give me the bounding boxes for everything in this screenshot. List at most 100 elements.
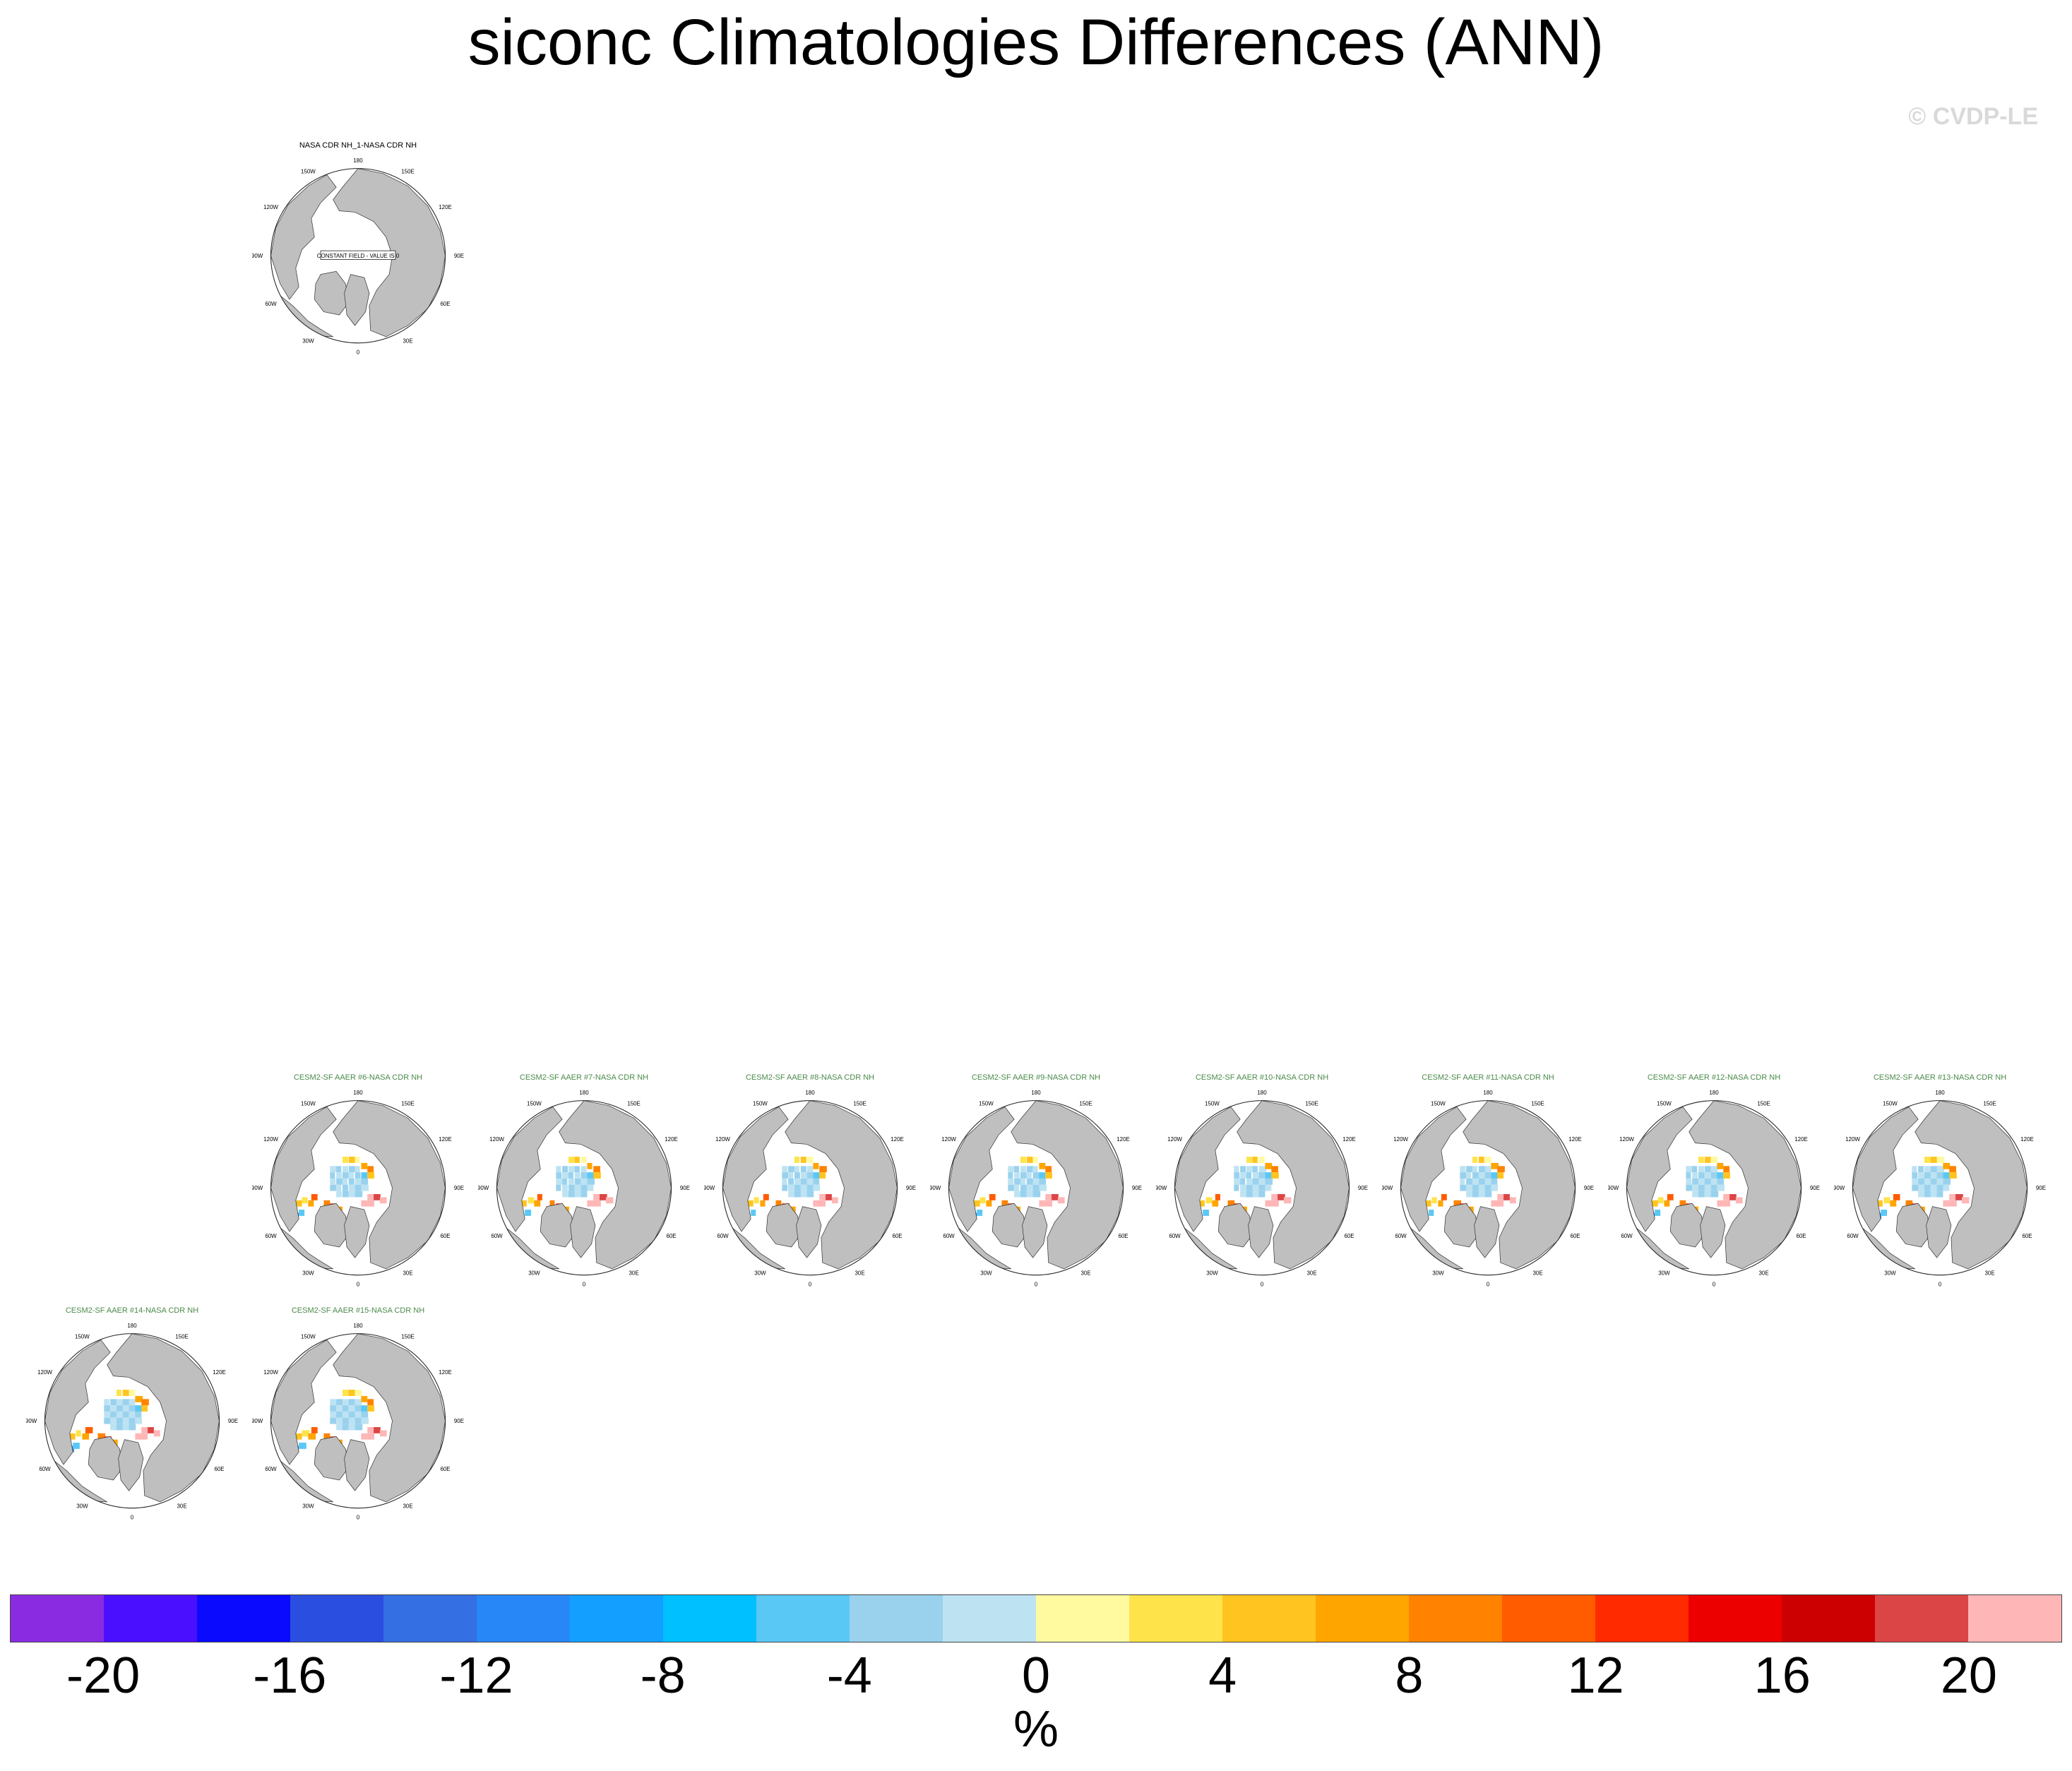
map-border bbox=[1626, 1100, 1802, 1276]
anomaly-cell bbox=[1234, 1166, 1239, 1173]
longitude-label: 30W bbox=[302, 1503, 314, 1510]
anomaly-cell bbox=[348, 1191, 356, 1198]
longitude-label: 60E bbox=[1570, 1233, 1580, 1239]
anomaly-cell bbox=[1246, 1191, 1254, 1198]
anomaly-cell bbox=[355, 1157, 360, 1163]
longitude-label: 90E bbox=[454, 1185, 464, 1191]
panel-title: CESM2-SF AAER #13-NASA CDR NH bbox=[1873, 1073, 2007, 1082]
anomaly-cell bbox=[122, 1417, 131, 1424]
anomaly-cell bbox=[1240, 1172, 1246, 1179]
anomaly-cell bbox=[1032, 1172, 1041, 1179]
anomaly-cell bbox=[562, 1166, 568, 1173]
longitude-label: 30W bbox=[980, 1270, 992, 1277]
constant-field-note: CONSTANT FIELD - VALUE IS 0 bbox=[317, 253, 400, 259]
anomaly-cell bbox=[1710, 1172, 1719, 1179]
anomaly-cell bbox=[122, 1390, 131, 1396]
longitude-label: 150E bbox=[401, 169, 415, 175]
anomaly-cell bbox=[813, 1184, 821, 1191]
anomaly-cell bbox=[593, 1172, 601, 1179]
panel-title: NASA CDR NH_1-NASA CDR NH bbox=[299, 141, 417, 150]
anomaly-cell bbox=[1014, 1166, 1020, 1173]
anomaly-cell bbox=[574, 1191, 583, 1198]
anomaly-cell bbox=[1278, 1194, 1285, 1200]
anomaly-cell bbox=[1930, 1191, 1939, 1198]
panel-title: CESM2-SF AAER #14-NASA CDR NH bbox=[65, 1306, 199, 1315]
longitude-label: 150W bbox=[301, 1334, 316, 1340]
anomaly-cell bbox=[1045, 1200, 1052, 1207]
anomaly-cell bbox=[1478, 1157, 1484, 1163]
anomaly-cell bbox=[580, 1191, 588, 1198]
anomaly-cell bbox=[1020, 1172, 1027, 1179]
anomaly-cell bbox=[135, 1411, 142, 1418]
anomaly-cell bbox=[788, 1191, 795, 1198]
anomaly-cell bbox=[782, 1172, 789, 1179]
longitude-label: 120W bbox=[1619, 1136, 1634, 1143]
anomaly-cell bbox=[1949, 1194, 1956, 1200]
anomaly-cell bbox=[568, 1191, 576, 1198]
anomaly-cell bbox=[813, 1178, 820, 1185]
panel-title: CESM2-SF AAER #10-NASA CDR NH bbox=[1195, 1073, 1329, 1082]
anomaly-cell bbox=[1943, 1200, 1951, 1207]
anomaly-cell bbox=[1258, 1184, 1267, 1191]
colorbar-swatch bbox=[1036, 1595, 1129, 1642]
anomaly-cell bbox=[574, 1178, 581, 1185]
polar-stereographic-map: 180 0 90W 90E 150W 120W 150E 120E 60W 30W 60E 30E bbox=[930, 1090, 1142, 1288]
anomaly-cell bbox=[323, 1200, 331, 1207]
panel-title: CESM2-SF AAER #11-NASA CDR NH bbox=[1422, 1073, 1554, 1082]
anomaly-cell bbox=[1698, 1178, 1705, 1185]
anomaly-cell bbox=[534, 1200, 541, 1207]
anomaly-cell bbox=[302, 1430, 310, 1437]
anomaly-cell bbox=[1265, 1172, 1273, 1179]
anomaly-cell bbox=[1215, 1194, 1220, 1200]
longitude-label: 30W bbox=[302, 1270, 314, 1277]
anomaly-cell bbox=[1686, 1166, 1693, 1173]
longitude-label: 0 bbox=[1487, 1282, 1490, 1288]
longitude-label: 30E bbox=[403, 1270, 413, 1277]
anomaly-cell bbox=[330, 1184, 337, 1191]
anomaly-cell bbox=[367, 1405, 374, 1412]
anomaly-cell bbox=[580, 1184, 589, 1191]
longitude-label: 120E bbox=[213, 1369, 226, 1376]
anomaly-cell bbox=[104, 1411, 111, 1418]
anomaly-cell bbox=[800, 1172, 807, 1179]
anomaly-cell bbox=[556, 1178, 563, 1185]
anomaly-cell bbox=[1961, 1197, 1970, 1204]
longitude-label: 150E bbox=[401, 1101, 415, 1107]
anomaly-cell bbox=[568, 1178, 574, 1185]
map-panel: CESM2-SF AAER #10-NASA CDR NH 180 0 90W 90E 1… bbox=[1156, 1073, 1368, 1306]
anomaly-cell bbox=[1930, 1172, 1939, 1179]
anomaly-cell bbox=[1026, 1172, 1032, 1179]
landmass bbox=[314, 1203, 350, 1248]
anomaly-cell bbox=[122, 1405, 129, 1412]
anomaly-cell bbox=[330, 1178, 336, 1185]
anomaly-cell bbox=[348, 1405, 356, 1412]
anomaly-cell bbox=[1052, 1194, 1059, 1200]
longitude-label: 90W bbox=[1156, 1185, 1167, 1191]
landmass bbox=[1011, 1100, 1124, 1270]
anomaly-cell bbox=[819, 1194, 827, 1200]
anomaly-cell bbox=[355, 1399, 362, 1406]
polar-stereographic-map: 180 0 90W 90E 150W 120W 150E 120E 60W 30W 60E 30E bbox=[704, 1090, 916, 1288]
longitude-label: 0 bbox=[583, 1282, 586, 1288]
anomaly-cell bbox=[311, 1427, 318, 1433]
anomaly-cell bbox=[1466, 1178, 1474, 1185]
anomaly-cell bbox=[1924, 1157, 1931, 1163]
anomaly-cell bbox=[537, 1194, 542, 1200]
landmass bbox=[344, 1206, 370, 1258]
anomaly-cell bbox=[580, 1172, 588, 1179]
landmass bbox=[948, 1107, 1015, 1232]
landmass bbox=[333, 1100, 446, 1270]
panel-title: CESM2-SF AAER #15-NASA CDR NH bbox=[291, 1306, 425, 1315]
anomaly-cell bbox=[1704, 1191, 1712, 1198]
anomaly-cell bbox=[336, 1417, 343, 1424]
longitude-label: 150W bbox=[301, 169, 316, 175]
anomaly-cell bbox=[1936, 1157, 1945, 1163]
anomaly-cell bbox=[1020, 1191, 1027, 1198]
landmass bbox=[570, 1206, 596, 1258]
anomaly-cell bbox=[593, 1200, 601, 1207]
anomaly-cell bbox=[556, 1172, 562, 1179]
anomaly-cell bbox=[800, 1191, 807, 1198]
landmass bbox=[118, 1439, 144, 1491]
anomaly-cell bbox=[122, 1399, 131, 1406]
anomaly-cell bbox=[141, 1405, 148, 1412]
